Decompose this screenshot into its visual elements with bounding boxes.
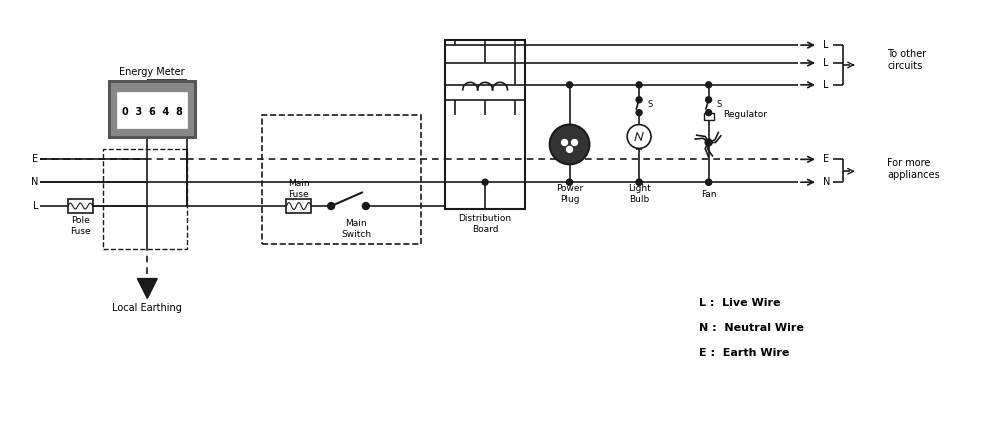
Bar [262, 114, 421, 244]
Text: E: E [32, 154, 38, 165]
Circle shape [482, 179, 488, 185]
Circle shape [705, 139, 712, 146]
Text: E: E [823, 154, 829, 165]
Text: Fan: Fan [701, 190, 716, 198]
Text: N: N [31, 177, 38, 187]
Circle shape [328, 203, 335, 209]
Text: Pole
Fuse: Pole Fuse [70, 216, 91, 236]
Text: N: N [823, 177, 830, 187]
Text: L: L [823, 58, 828, 68]
Text: 0  3  6  4  8: 0 3 6 4 8 [122, 107, 183, 117]
Circle shape [362, 203, 369, 209]
Circle shape [636, 82, 642, 88]
Circle shape [636, 110, 642, 116]
Text: To other
circuits: To other circuits [887, 49, 927, 71]
Circle shape [706, 179, 712, 185]
Bar [111, 83, 194, 137]
Circle shape [567, 179, 573, 185]
Circle shape [706, 97, 712, 103]
Circle shape [636, 179, 642, 185]
Text: Light
Bulb: Light Bulb [628, 184, 650, 204]
Circle shape [567, 146, 573, 152]
Bar [68, 199, 93, 213]
Bar [108, 80, 197, 139]
Circle shape [706, 179, 712, 185]
Circle shape [627, 125, 651, 148]
Text: L: L [823, 40, 828, 50]
Text: E :  Earth Wire: E : Earth Wire [699, 348, 789, 358]
Circle shape [706, 82, 712, 88]
Circle shape [636, 179, 642, 185]
Bar [445, 40, 525, 209]
Circle shape [550, 125, 589, 165]
Circle shape [567, 82, 573, 88]
Circle shape [567, 179, 573, 185]
Circle shape [572, 139, 577, 145]
Text: Power
Plug: Power Plug [556, 184, 583, 204]
Circle shape [706, 110, 712, 116]
Text: Local Earthing: Local Earthing [112, 303, 182, 313]
Bar [286, 199, 311, 213]
Text: Energy Meter: Energy Meter [119, 67, 185, 77]
Circle shape [636, 97, 642, 103]
Text: Main
Switch: Main Switch [341, 219, 371, 239]
Text: L :  Live Wire: L : Live Wire [699, 298, 780, 308]
Text: S: S [647, 100, 652, 109]
Bar [103, 149, 187, 249]
Polygon shape [137, 279, 157, 298]
Text: For more
appliances: For more appliances [887, 159, 940, 180]
Text: S: S [717, 100, 722, 109]
Text: L: L [33, 201, 38, 211]
Text: N :  Neutral Wire: N : Neutral Wire [699, 323, 804, 333]
Bar [704, 113, 714, 120]
Text: Regulator: Regulator [724, 110, 768, 119]
Text: Distribution
Board: Distribution Board [459, 214, 512, 234]
Circle shape [562, 139, 568, 145]
Bar [118, 93, 187, 128]
Text: Main
Fuse: Main Fuse [288, 179, 310, 199]
Text: L: L [823, 80, 828, 90]
